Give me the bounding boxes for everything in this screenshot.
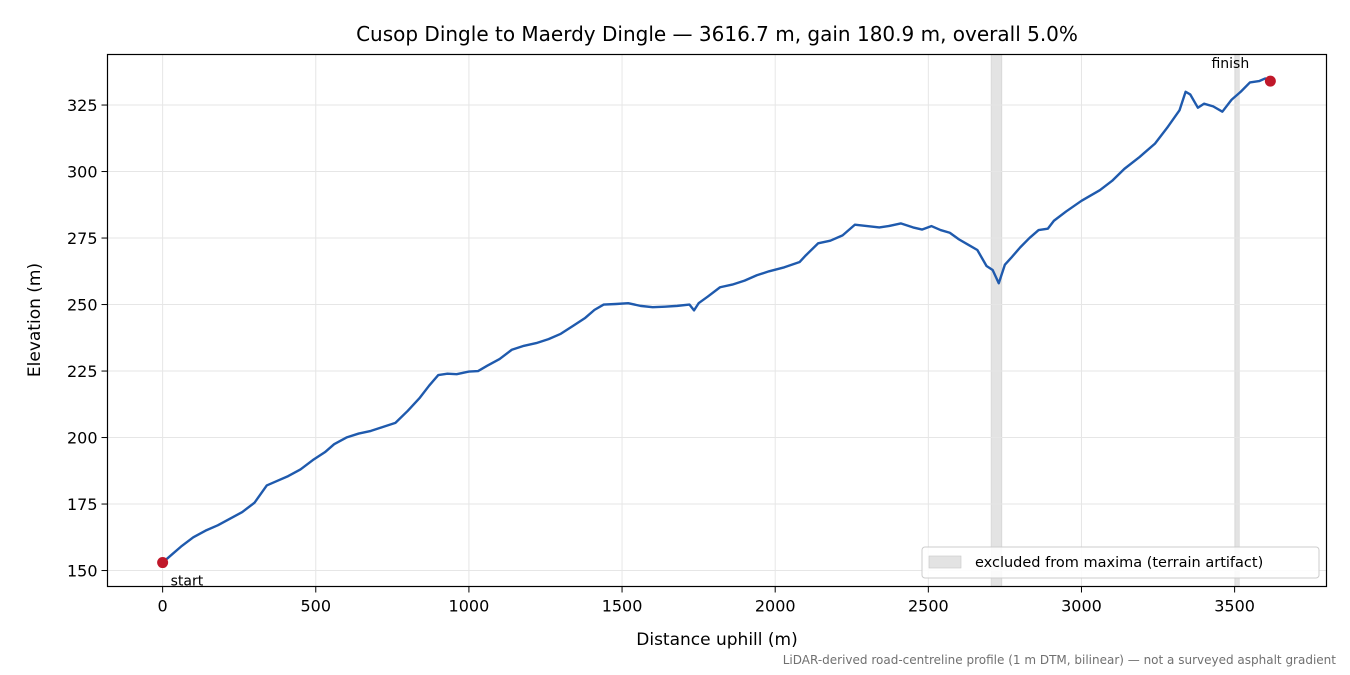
finish-marker	[1264, 75, 1276, 87]
start-marker	[157, 557, 169, 569]
chart-title: Cusop Dingle to Maerdy Dingle — 3616.7 m…	[356, 22, 1078, 46]
grid-lines	[107, 54, 1327, 587]
x-tick-label: 2000	[755, 597, 796, 616]
y-axis-ticks: 150 175 200 225 250 275 300 325	[67, 96, 108, 581]
y-tick-label: 275	[67, 229, 98, 248]
elevation-line	[161, 77, 1272, 564]
y-tick-label: 225	[67, 362, 98, 381]
y-tick-label: 175	[67, 495, 98, 514]
y-tick-label: 250	[67, 296, 98, 315]
legend-label: excluded from maxima (terrain artifact)	[975, 555, 1263, 571]
legend: excluded from maxima (terrain artifact)	[921, 546, 1320, 579]
x-tick-label: 500	[300, 597, 331, 616]
endpoint-markers	[157, 75, 1276, 569]
y-tick-label: 150	[67, 562, 98, 581]
start-annotation: start	[171, 574, 204, 590]
x-tick-label: 1000	[449, 597, 490, 616]
excluded-region-1	[990, 54, 1003, 587]
legend-swatch	[928, 555, 962, 569]
x-tick-label: 0	[158, 597, 168, 616]
elevation-series	[161, 77, 1272, 564]
legend-box	[921, 546, 1320, 579]
footnote: LiDAR-derived road-centreline profile (1…	[783, 653, 1337, 667]
y-tick-label: 200	[67, 429, 98, 448]
x-tick-label: 1500	[602, 597, 643, 616]
x-tick-label: 3500	[1214, 597, 1255, 616]
x-tick-label: 2500	[908, 597, 949, 616]
excluded-region-2	[1235, 54, 1240, 587]
x-axis-ticks: 0 500 1000 1500 2000 2500 3000 3500	[158, 586, 1255, 616]
y-tick-label: 325	[67, 96, 98, 115]
plot-frame	[106, 53, 1328, 588]
y-tick-label: 300	[67, 163, 98, 182]
x-tick-label: 3000	[1061, 597, 1102, 616]
y-axis-label: Elevation (m)	[25, 263, 45, 377]
x-axis-label: Distance uphill (m)	[636, 630, 797, 650]
finish-annotation: finish	[1211, 56, 1249, 72]
